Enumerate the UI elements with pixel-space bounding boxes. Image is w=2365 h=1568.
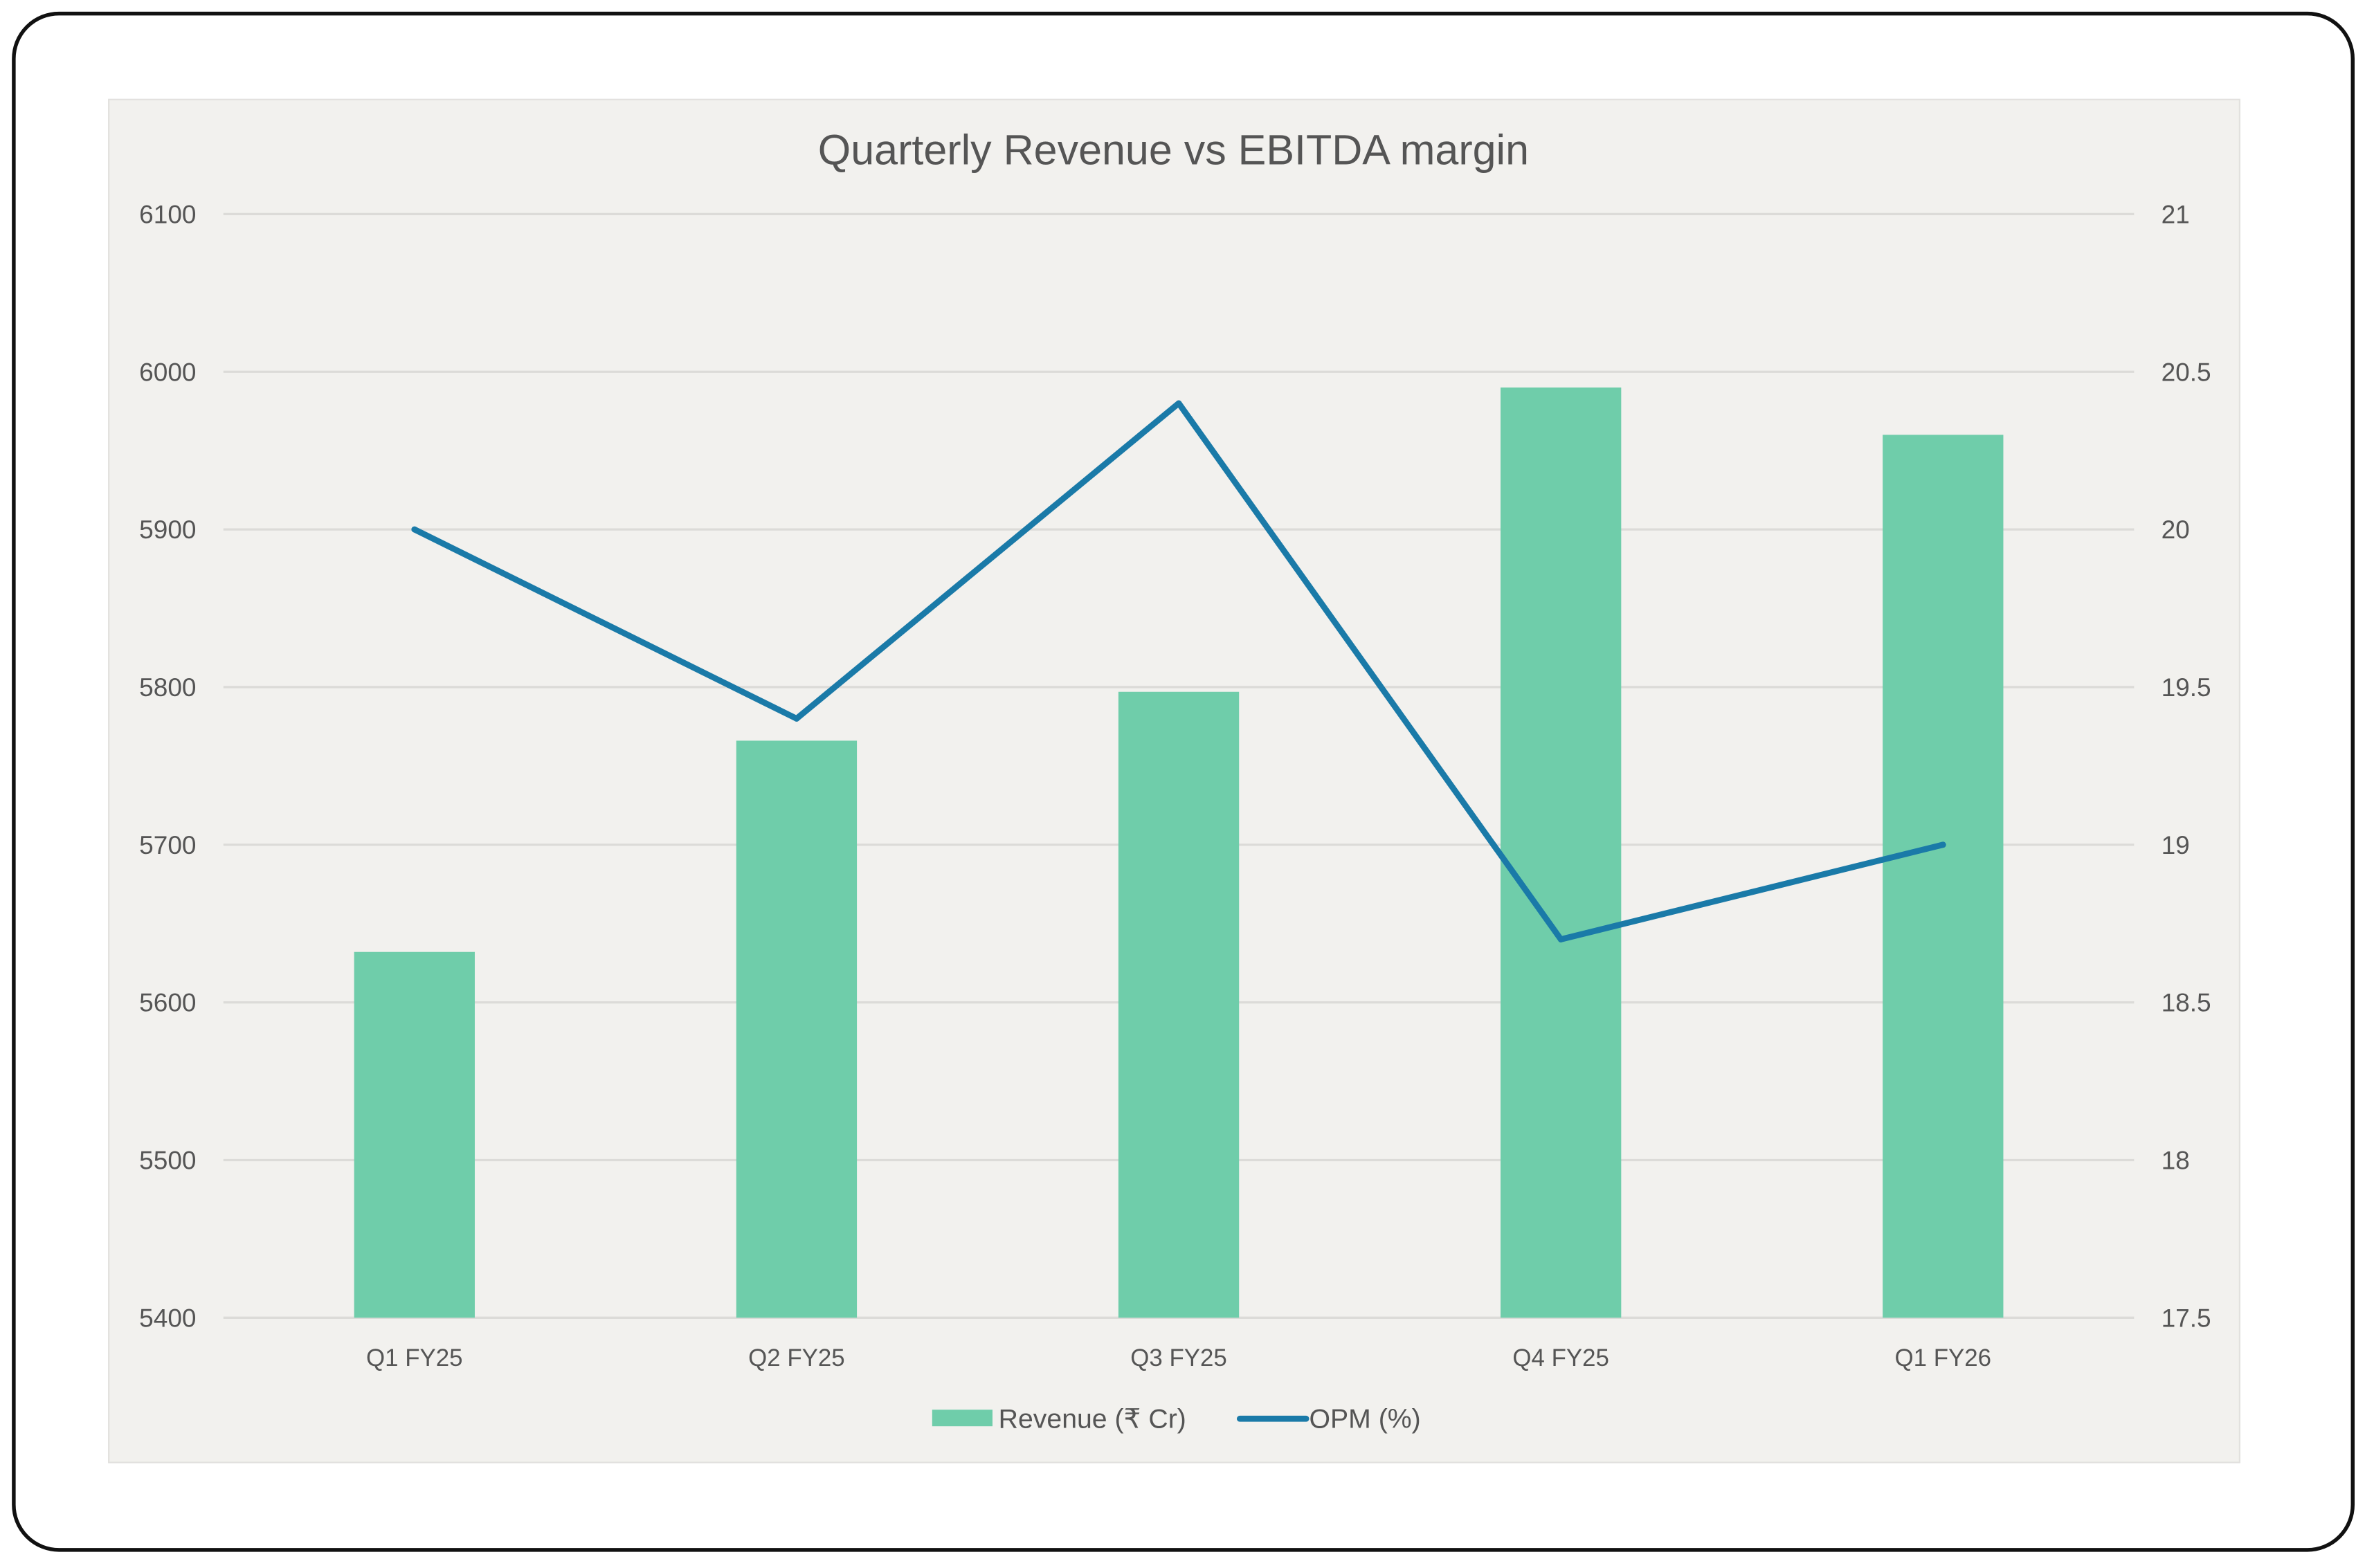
left-tick-label: 5900 [139,515,196,544]
right-tick-label: 19.5 [2162,673,2211,702]
revenue-bar [736,740,858,1318]
left-tick-label: 5500 [139,1146,196,1175]
revenue-bar [1883,435,2004,1318]
right-tick-label: 21 [2162,199,2190,228]
right-tick-label: 17.5 [2162,1303,2211,1332]
revenue-bar [1501,388,1622,1318]
legend: Revenue (₹ Cr) OPM (%) [932,1404,1421,1434]
revenue-bar [1118,691,1240,1318]
left-tick-label: 6100 [139,199,196,228]
right-tick-label: 19 [2162,830,2190,859]
chart-title: Quarterly Revenue vs EBITDA margin [818,126,1529,173]
legend-label-opm: OPM (%) [1310,1404,1421,1434]
category-label: Q1 FY26 [1895,1344,1992,1371]
legend-swatch-revenue [932,1410,993,1427]
right-tick-label: 20.5 [2162,357,2211,386]
legend-label-revenue: Revenue (₹ Cr) [999,1404,1186,1434]
left-tick-label: 5600 [139,988,196,1017]
right-tick-label: 18.5 [2162,988,2211,1017]
left-tick-label: 5700 [139,830,196,859]
left-tick-label: 5400 [139,1303,196,1332]
right-tick-label: 20 [2162,515,2190,544]
opm-point [793,715,800,722]
opm-point [1557,936,1564,942]
left-tick-label: 6000 [139,357,196,386]
category-label: Q4 FY25 [1512,1344,1609,1371]
left-tick-label: 5800 [139,673,196,702]
category-label: Q3 FY25 [1130,1344,1227,1371]
category-label: Q2 FY25 [748,1344,845,1371]
category-label: Q1 FY25 [366,1344,463,1371]
opm-point [1939,841,1946,848]
right-tick-label: 18 [2162,1146,2190,1175]
revenue-bar [354,951,475,1318]
opm-point [411,526,418,533]
opm-point [1175,400,1182,407]
